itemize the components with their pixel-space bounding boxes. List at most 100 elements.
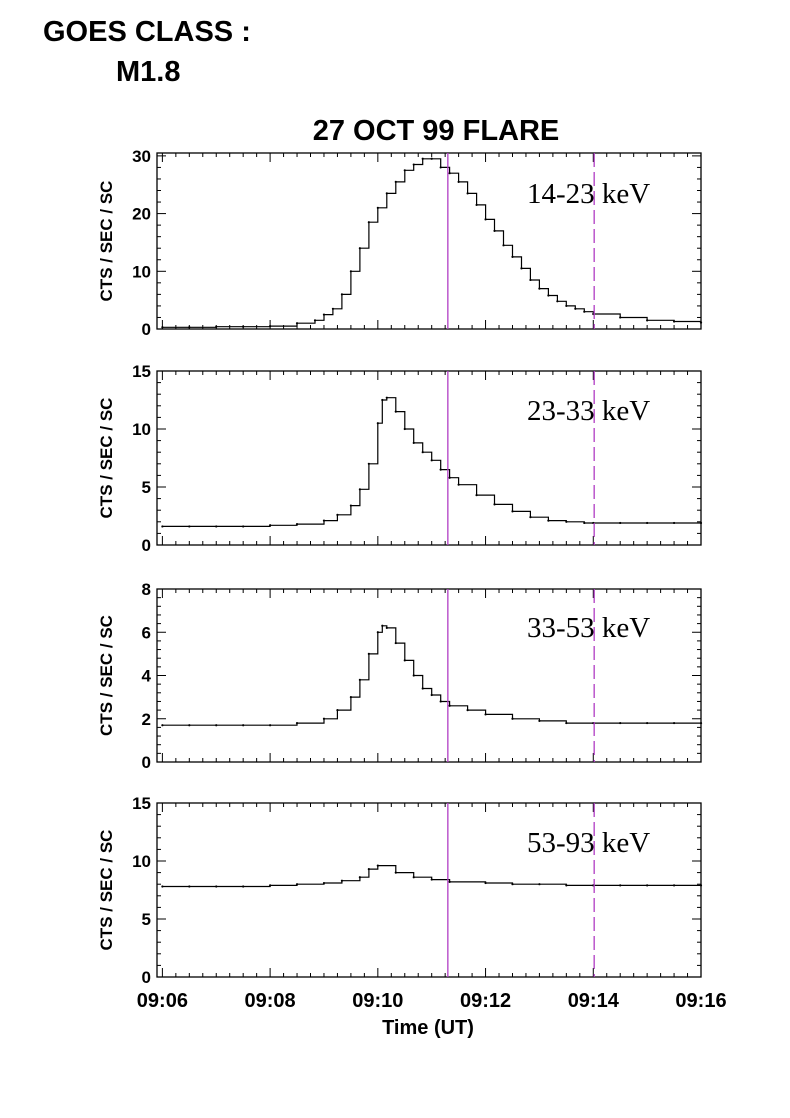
data-point	[336, 709, 339, 712]
data-point	[672, 521, 676, 525]
data-point	[699, 521, 703, 525]
data-point	[358, 488, 361, 491]
panel-4: 0 5 10 15 CTS / SEC / SC 53-93 keV	[97, 794, 703, 987]
data-point	[475, 494, 478, 497]
data-point	[583, 521, 586, 525]
data-point	[421, 451, 424, 454]
data-point	[269, 524, 272, 527]
data-point	[242, 525, 245, 528]
data-point	[215, 885, 218, 888]
data-point	[161, 326, 164, 329]
y-tick-label: 10	[132, 420, 151, 439]
data-point	[457, 483, 460, 486]
data-point	[367, 462, 370, 465]
data-point	[381, 624, 384, 627]
data-point	[403, 659, 406, 662]
data-point	[358, 678, 361, 681]
data-point	[340, 879, 344, 882]
data-point	[466, 709, 469, 712]
data-point	[421, 157, 424, 160]
energy-band-label: 53-93 keV	[527, 827, 650, 859]
data-point	[699, 321, 703, 324]
data-point	[565, 304, 568, 308]
data-point	[349, 696, 353, 699]
data-point	[619, 884, 622, 887]
data-point	[376, 422, 379, 425]
data-point	[358, 876, 361, 879]
data-point	[439, 468, 442, 471]
data-point	[430, 878, 433, 881]
data-point	[646, 521, 649, 525]
y-tick-label: 10	[132, 852, 151, 871]
data-point	[188, 525, 191, 528]
data-point	[574, 307, 577, 310]
data-point	[385, 626, 388, 630]
data-point	[466, 192, 469, 195]
data-point	[565, 884, 568, 887]
data-point	[439, 166, 442, 169]
data-point	[403, 169, 406, 172]
data-point	[322, 519, 326, 522]
data-point	[511, 255, 514, 258]
x-tick-label: 09:10	[352, 990, 403, 1012]
data-point	[430, 693, 433, 697]
y-axis-label: CTS / SEC / SC	[97, 181, 116, 302]
data-point	[619, 316, 622, 319]
goes-class-label: GOES CLASS :	[43, 16, 251, 48]
data-point	[385, 396, 388, 399]
panel-frame	[156, 370, 702, 546]
data-point	[412, 674, 415, 677]
data-point	[529, 278, 532, 282]
x-tick-label: 09:14	[568, 990, 620, 1012]
goes-class-value: M1.8	[116, 56, 181, 88]
data-point	[188, 326, 191, 329]
panel-3: 0 2 4 6 8 CTS / SEC / SC 33-53 keV	[97, 580, 703, 772]
x-tick-label: 09:08	[245, 990, 296, 1012]
y-tick-label: 4	[142, 667, 152, 686]
data-point	[502, 244, 505, 247]
y-axis-label: CTS / SEC / SC	[97, 830, 116, 951]
data-point	[538, 719, 541, 723]
data-point	[367, 652, 370, 655]
data-point	[565, 520, 568, 523]
data-point	[295, 322, 299, 325]
panel-1: 0 10 20 30 CTS / SEC / SC 14-23 keV	[97, 147, 703, 339]
data-point	[412, 163, 415, 166]
data-point	[538, 287, 541, 290]
data-point	[646, 319, 649, 322]
data-point	[295, 721, 299, 725]
data-point	[376, 631, 379, 634]
y-tick-label: 20	[132, 205, 151, 224]
panel-frame	[156, 152, 702, 330]
y-tick-label: 8	[142, 580, 151, 599]
y-tick-label: 5	[142, 910, 151, 929]
data-point	[646, 884, 649, 887]
data-point	[538, 883, 541, 886]
data-point	[547, 294, 550, 297]
data-point	[511, 883, 514, 886]
data-point	[367, 221, 370, 224]
data-point	[322, 717, 326, 720]
data-point	[215, 724, 218, 727]
data-point	[358, 247, 361, 250]
y-tick-label: 5	[142, 478, 151, 497]
y-tick-label: 2	[142, 710, 151, 729]
y-axis-label: CTS / SEC / SC	[97, 398, 116, 519]
data-point	[511, 510, 514, 513]
data-point	[322, 313, 326, 316]
y-tick-label: 10	[132, 262, 151, 281]
energy-band-label: 23-33 keV	[527, 395, 650, 427]
x-tick-label: 09:16	[675, 990, 726, 1012]
data-point	[421, 687, 424, 690]
y-tick-label: 0	[142, 536, 151, 555]
data-point	[269, 325, 272, 328]
y-tick-label: 30	[132, 147, 151, 166]
data-point	[448, 880, 451, 883]
data-point	[349, 504, 353, 507]
data-point	[188, 724, 191, 727]
series-line	[162, 865, 701, 888]
data-point	[412, 876, 415, 879]
data-point	[493, 229, 496, 233]
